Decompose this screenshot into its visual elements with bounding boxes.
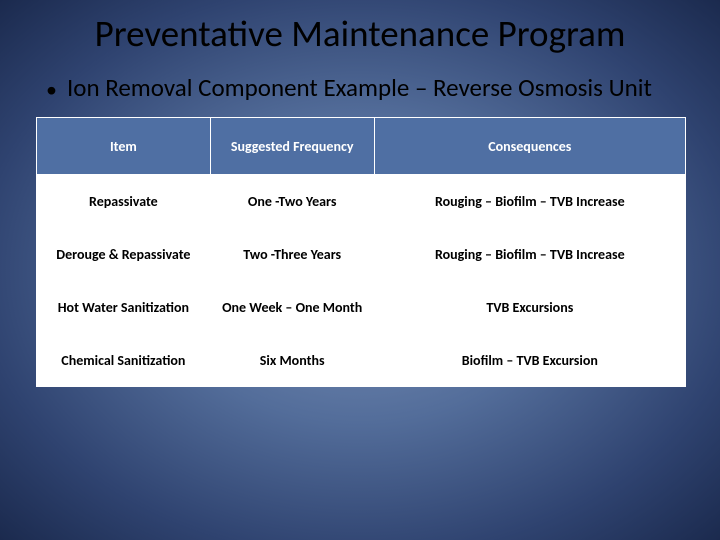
- cell-item: Hot Water Sanitization: [37, 281, 211, 334]
- subtitle-row: • Ion Removal Component Example – Revers…: [46, 73, 684, 103]
- cell-item: Chemical Sanitization: [37, 334, 211, 387]
- table-header-item: Item: [37, 118, 211, 175]
- table-row: Derouge & Repassivate Two -Three Years R…: [37, 228, 686, 281]
- slide-subtitle: Ion Removal Component Example – Reverse …: [67, 73, 652, 103]
- cell-frequency: One -Two Years: [210, 175, 374, 228]
- cell-frequency: One Week – One Month: [210, 281, 374, 334]
- table-row: Hot Water Sanitization One Week – One Mo…: [37, 281, 686, 334]
- table-header-frequency: Suggested Frequency: [210, 118, 374, 175]
- cell-consequences: Biofilm – TVB Excursion: [374, 334, 685, 387]
- table-row: Chemical Sanitization Six Months Biofilm…: [37, 334, 686, 387]
- slide: Preventative Maintenance Program • Ion R…: [0, 0, 720, 540]
- table-header-consequences: Consequences: [374, 118, 685, 175]
- cell-consequences: Rouging – Biofilm – TVB Increase: [374, 228, 685, 281]
- cell-frequency: Six Months: [210, 334, 374, 387]
- maintenance-table: Item Suggested Frequency Consequences Re…: [36, 117, 686, 387]
- slide-title: Preventative Maintenance Program: [36, 14, 684, 55]
- cell-consequences: Rouging – Biofilm – TVB Increase: [374, 175, 685, 228]
- cell-consequences: TVB Excursions: [374, 281, 685, 334]
- bullet-icon: •: [46, 77, 57, 103]
- cell-frequency: Two -Three Years: [210, 228, 374, 281]
- cell-item: Repassivate: [37, 175, 211, 228]
- table-row: Repassivate One -Two Years Rouging – Bio…: [37, 175, 686, 228]
- table-header-row: Item Suggested Frequency Consequences: [37, 118, 686, 175]
- cell-item: Derouge & Repassivate: [37, 228, 211, 281]
